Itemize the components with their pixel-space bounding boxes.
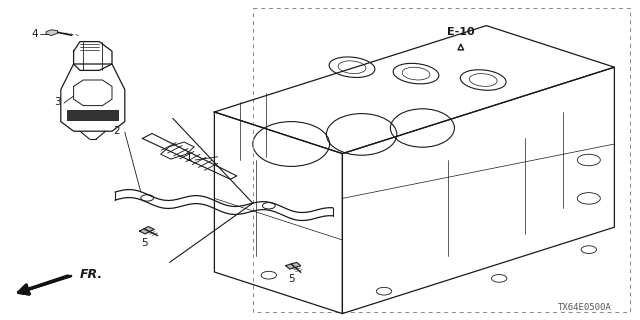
Polygon shape xyxy=(285,262,301,269)
Polygon shape xyxy=(140,227,154,234)
Text: E-10: E-10 xyxy=(447,27,475,37)
Text: 2: 2 xyxy=(114,126,120,136)
Text: 4: 4 xyxy=(32,28,38,39)
Text: 3: 3 xyxy=(54,97,61,108)
Polygon shape xyxy=(67,110,118,120)
Text: FR.: FR. xyxy=(80,268,103,281)
Text: TX64E0500A: TX64E0500A xyxy=(557,303,611,312)
Text: 1: 1 xyxy=(186,153,192,164)
Polygon shape xyxy=(46,30,58,36)
Text: 5: 5 xyxy=(288,274,294,284)
Text: 5: 5 xyxy=(141,238,147,248)
